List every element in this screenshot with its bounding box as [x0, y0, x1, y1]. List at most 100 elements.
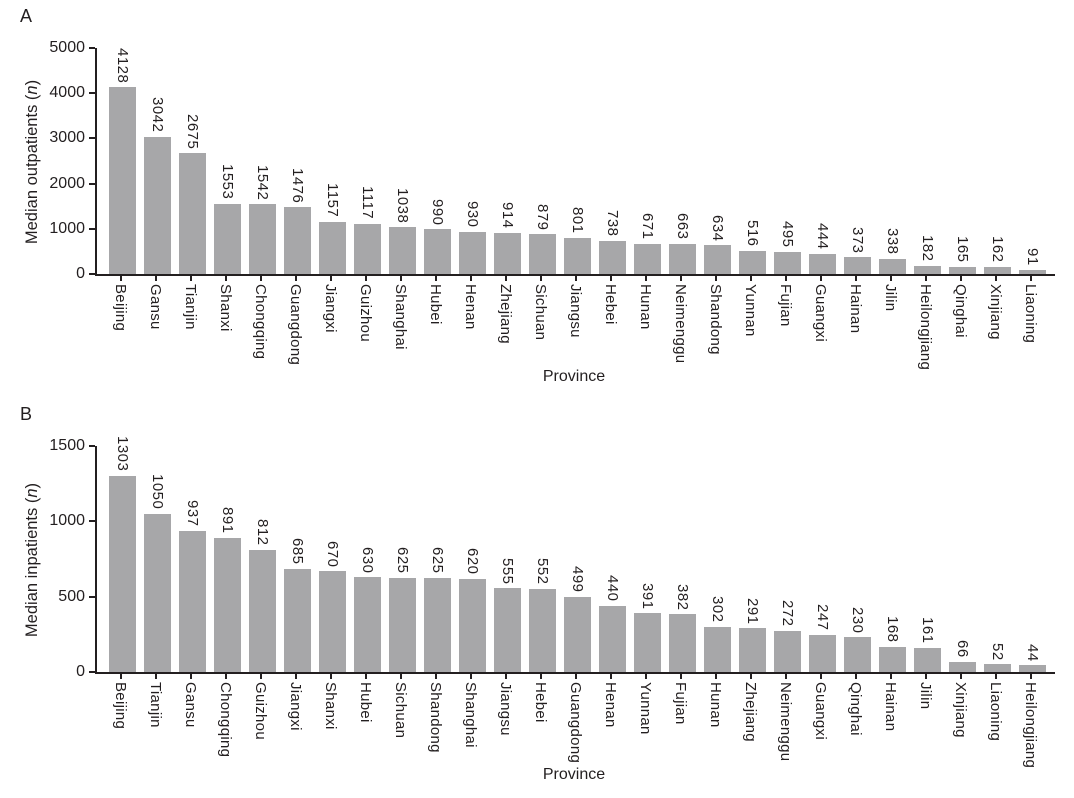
bar-value-label: 44: [1024, 643, 1041, 662]
category-label: Gansu: [182, 682, 199, 728]
bar-slot: 990: [424, 48, 451, 274]
category-slot: Shanxi: [212, 276, 239, 370]
category-slot: Chongqing: [212, 674, 239, 768]
category-slot: Neimenggu: [667, 276, 694, 370]
bar-slot: 44: [1019, 446, 1046, 672]
category-slot: Tianjin: [142, 674, 169, 768]
bar-slot: 1157: [319, 48, 346, 274]
category-slot: Jilin: [877, 276, 904, 370]
x-tick-mark: [1029, 674, 1032, 679]
category-label: Yunnan: [637, 682, 654, 735]
bar-slot: 1050: [144, 446, 171, 672]
bar-slot: 272: [774, 446, 801, 672]
bar-value-label: 625: [394, 547, 411, 574]
bar-value-label: 1050: [149, 474, 166, 510]
category-slot: Hebei: [597, 276, 624, 370]
category-slot: Jiangsu: [562, 276, 589, 370]
x-tick-mark: [609, 276, 612, 281]
bar-value-label: 168: [884, 616, 901, 643]
bar: [984, 664, 1011, 672]
bar-value-label: 338: [884, 228, 901, 255]
bar-slot: 382: [669, 446, 696, 672]
bar: [1019, 269, 1046, 274]
bar: [949, 266, 976, 274]
category-label: Fujian: [777, 284, 794, 327]
category-slot: Hebei: [527, 674, 554, 768]
bar-value-label: 373: [849, 226, 866, 254]
bar-slot: 3042: [144, 48, 171, 274]
x-tick-mark: [644, 276, 647, 281]
y-tick-mark: [89, 520, 95, 523]
category-slot: Heilongjiang: [912, 276, 939, 370]
x-tick-mark: [889, 674, 892, 679]
plot-area: 1303 1050 937 891 812 685 670 630 625 625 620 555 55…: [49, 436, 1055, 680]
category-label: Zhejiang: [742, 682, 759, 742]
bar-value-label: 891: [219, 507, 236, 534]
bar-value-label: 182: [919, 235, 936, 262]
x-tick-mark: [224, 674, 227, 679]
bar-slot: 391: [634, 446, 661, 672]
bar-slot: 444: [809, 48, 836, 274]
bar-slot: 2675: [179, 48, 206, 274]
category-label: Hainan: [882, 682, 899, 732]
x-tick-mark: [854, 276, 857, 281]
category-slot: Guizhou: [352, 276, 379, 370]
x-tick-mark: [154, 276, 157, 281]
bar-value-label: 930: [464, 201, 481, 228]
bar-slot: 499: [564, 446, 591, 672]
x-tick-mark: [574, 276, 577, 281]
bar: [109, 475, 136, 672]
bar-slot: 66: [949, 446, 976, 672]
bar-value-label: 879: [534, 203, 551, 231]
bar-slot: 1038: [389, 48, 416, 274]
category-slot: Xinjiang: [947, 674, 974, 768]
bar: [424, 229, 451, 274]
bar-value-label: 801: [569, 207, 586, 234]
bar: [389, 227, 416, 274]
category-slot: Shanghai: [457, 674, 484, 768]
category-label: Shanghai: [392, 284, 409, 350]
category-slot: Fujian: [667, 674, 694, 768]
x-tick-mark: [259, 674, 262, 679]
x-tick-mark: [189, 674, 192, 679]
bar-slot: 91: [1019, 48, 1046, 274]
bar-value-label: 91: [1024, 248, 1041, 266]
bar: [459, 232, 486, 274]
bar-value-label: 444: [814, 223, 831, 250]
bar: [214, 203, 241, 274]
bar-slot: 801: [564, 48, 591, 274]
category-slot: Liaoning: [1017, 276, 1044, 370]
category-label: Xinjiang: [952, 682, 969, 738]
category-slot: Hubei: [352, 674, 379, 768]
category-slot: Guangxi: [807, 674, 834, 768]
bar-value-label: 620: [464, 548, 481, 575]
category-label: Jiangxi: [322, 284, 339, 333]
bar-value-label: 990: [429, 198, 446, 226]
bar: [809, 634, 836, 672]
category-slot: Sichuan: [527, 276, 554, 370]
bar-value-label: 302: [709, 595, 726, 623]
category-label: Shandong: [427, 682, 444, 753]
x-tick-mark: [329, 276, 332, 281]
bar: [739, 628, 766, 672]
category-label: Shanxi: [217, 284, 234, 332]
bar: [704, 245, 731, 274]
bar-value-label: 630: [359, 546, 376, 574]
category-label: Hunan: [707, 682, 724, 728]
bar-value-label: 440: [604, 575, 621, 602]
x-axis-labels: Beijing Tianjin Gansu Chongqing Guizhou Jiang…: [95, 674, 1067, 768]
bar: [179, 153, 206, 274]
category-slot: Jilin: [912, 674, 939, 768]
category-label: Shanxi: [322, 682, 339, 730]
bar: [564, 237, 591, 274]
bar: [459, 578, 486, 672]
x-axis-title: Province: [542, 766, 606, 783]
x-tick-mark: [294, 276, 297, 281]
bar: [389, 577, 416, 672]
x-tick-mark: [924, 276, 927, 281]
bar: [144, 136, 171, 274]
bar: [914, 647, 941, 672]
bar: [949, 662, 976, 672]
bar-value-label: 663: [674, 213, 691, 240]
